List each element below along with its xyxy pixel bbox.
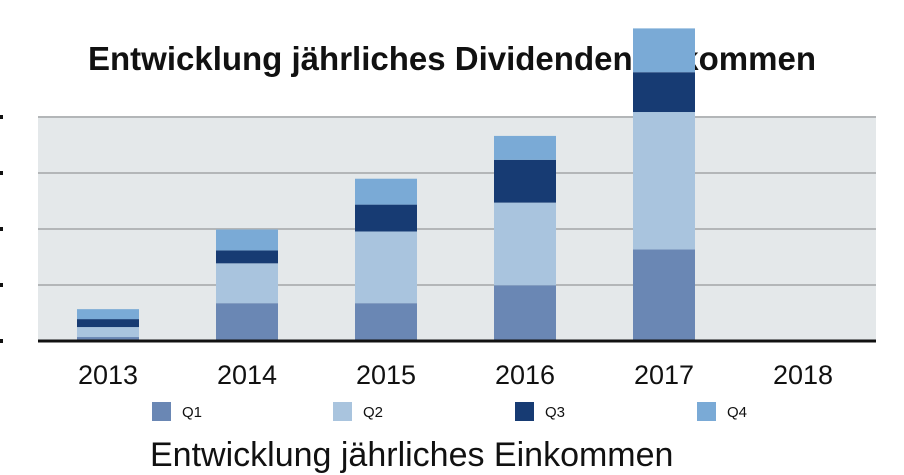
- bar-2015-q4: [355, 178, 417, 205]
- x-tick-label: 2013: [78, 360, 138, 390]
- caption-partial: Entwicklung jährliches Einkommen: [150, 436, 674, 474]
- chart-canvas: 2013 2014 2015 2016 2017 2018 Q1 Q2 Q3 Q4: [0, 28, 876, 421]
- y-tick-mark: [0, 339, 3, 343]
- x-tick-label: 2016: [495, 360, 555, 390]
- bars: [77, 28, 695, 341]
- y-tick-mark: [0, 283, 3, 287]
- legend-label-q4: Q4: [727, 404, 747, 421]
- bar-2014-q1: [216, 303, 278, 341]
- x-tick-label: 2018: [773, 360, 833, 390]
- legend-swatch-q4: [697, 402, 716, 421]
- bar-2013-q2: [77, 327, 139, 338]
- x-tick-label: 2014: [217, 360, 277, 390]
- bar-2013-q1: [77, 337, 139, 341]
- bar-2015-q2: [355, 231, 417, 304]
- legend: Q1 Q2 Q3 Q4: [152, 402, 747, 421]
- bar-2016-q3: [494, 159, 556, 203]
- bar-2015-q1: [355, 303, 417, 341]
- legend-swatch-q3: [515, 402, 534, 421]
- bar-2015-q3: [355, 204, 417, 232]
- gridlines: [0, 115, 876, 343]
- bar-2013-q4: [77, 309, 139, 320]
- bar-2014-q2: [216, 263, 278, 304]
- bar-2016-q4: [494, 135, 556, 160]
- legend-swatch-q1: [152, 402, 171, 421]
- x-tick-labels: 2013 2014 2015 2016 2017 2018: [78, 360, 833, 390]
- x-tick-label: 2015: [356, 360, 416, 390]
- bar-2017-q3: [633, 72, 695, 113]
- bar-2014-q4: [216, 229, 278, 251]
- x-tick-label: 2017: [634, 360, 694, 390]
- y-tick-mark: [0, 115, 3, 119]
- y-tick-mark: [0, 171, 3, 175]
- legend-label-q1: Q1: [182, 404, 202, 421]
- bar-2016-q1: [494, 285, 556, 341]
- bar-2017-q2: [633, 112, 695, 250]
- legend-label-q3: Q3: [545, 404, 565, 421]
- bar-2017-q1: [633, 249, 695, 341]
- bar-2014-q3: [216, 250, 278, 264]
- bar-2017-q4: [633, 28, 695, 73]
- bar-2016-q2: [494, 202, 556, 286]
- legend-swatch-q2: [333, 402, 352, 421]
- y-tick-mark: [0, 227, 3, 231]
- legend-label-q2: Q2: [363, 404, 383, 421]
- bar-2013-q3: [77, 319, 139, 328]
